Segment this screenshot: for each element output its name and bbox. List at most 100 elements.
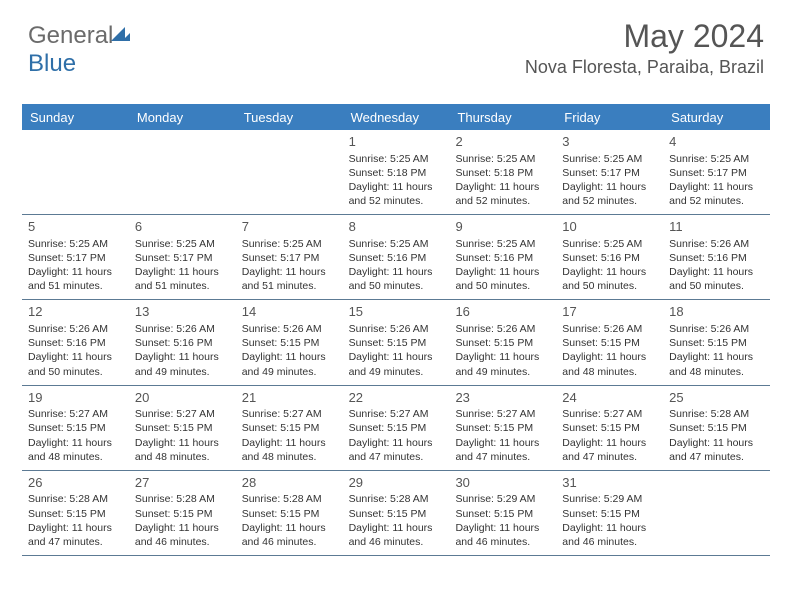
sunrise-text: Sunrise: 5:28 AM: [28, 492, 123, 506]
sunrise-text: Sunrise: 5:25 AM: [562, 152, 657, 166]
calendar-week: 26Sunrise: 5:28 AMSunset: 5:15 PMDayligh…: [22, 471, 770, 556]
sunset-text: Sunset: 5:17 PM: [242, 251, 337, 265]
calendar-day: 19Sunrise: 5:27 AMSunset: 5:15 PMDayligh…: [22, 386, 129, 470]
calendar-day: 31Sunrise: 5:29 AMSunset: 5:15 PMDayligh…: [556, 471, 663, 555]
sunrise-text: Sunrise: 5:26 AM: [349, 322, 444, 336]
daylight-text: Daylight: 11 hours: [28, 265, 123, 279]
sunrise-text: Sunrise: 5:26 AM: [669, 322, 764, 336]
calendar-day: 23Sunrise: 5:27 AMSunset: 5:15 PMDayligh…: [449, 386, 556, 470]
day-header: Thursday: [449, 106, 556, 130]
calendar-day: 18Sunrise: 5:26 AMSunset: 5:15 PMDayligh…: [663, 300, 770, 384]
day-number: 26: [28, 474, 123, 492]
daylight-text: and 50 minutes.: [455, 279, 550, 293]
day-number: 22: [349, 389, 444, 407]
sunrise-text: Sunrise: 5:28 AM: [349, 492, 444, 506]
day-number: 13: [135, 303, 230, 321]
sunset-text: Sunset: 5:17 PM: [135, 251, 230, 265]
daylight-text: and 52 minutes.: [562, 194, 657, 208]
daylight-text: Daylight: 11 hours: [562, 436, 657, 450]
sunrise-text: Sunrise: 5:27 AM: [562, 407, 657, 421]
sunrise-text: Sunrise: 5:26 AM: [135, 322, 230, 336]
sunset-text: Sunset: 5:15 PM: [455, 336, 550, 350]
sunrise-text: Sunrise: 5:29 AM: [562, 492, 657, 506]
daylight-text: and 49 minutes.: [455, 365, 550, 379]
day-number: 19: [28, 389, 123, 407]
sunrise-text: Sunrise: 5:25 AM: [455, 237, 550, 251]
calendar-week: 5Sunrise: 5:25 AMSunset: 5:17 PMDaylight…: [22, 215, 770, 300]
day-number: 6: [135, 218, 230, 236]
daylight-text: Daylight: 11 hours: [28, 350, 123, 364]
sunrise-text: Sunrise: 5:28 AM: [135, 492, 230, 506]
daylight-text: Daylight: 11 hours: [135, 521, 230, 535]
sunset-text: Sunset: 5:15 PM: [28, 421, 123, 435]
daylight-text: and 49 minutes.: [135, 365, 230, 379]
month-title: May 2024: [525, 18, 764, 55]
sunset-text: Sunset: 5:16 PM: [28, 336, 123, 350]
daylight-text: Daylight: 11 hours: [562, 265, 657, 279]
calendar-day-empty: [236, 130, 343, 214]
calendar-day: 3Sunrise: 5:25 AMSunset: 5:17 PMDaylight…: [556, 130, 663, 214]
daylight-text: and 47 minutes.: [28, 535, 123, 549]
calendar: SundayMondayTuesdayWednesdayThursdayFrid…: [22, 104, 770, 556]
calendar-day: 25Sunrise: 5:28 AMSunset: 5:15 PMDayligh…: [663, 386, 770, 470]
logo: General Blue: [28, 22, 130, 78]
daylight-text: and 48 minutes.: [242, 450, 337, 464]
calendar-day: 24Sunrise: 5:27 AMSunset: 5:15 PMDayligh…: [556, 386, 663, 470]
daylight-text: Daylight: 11 hours: [455, 350, 550, 364]
day-number: 27: [135, 474, 230, 492]
day-number: 9: [455, 218, 550, 236]
sunset-text: Sunset: 5:18 PM: [455, 166, 550, 180]
calendar-day: 15Sunrise: 5:26 AMSunset: 5:15 PMDayligh…: [343, 300, 450, 384]
day-number: 16: [455, 303, 550, 321]
daylight-text: Daylight: 11 hours: [455, 180, 550, 194]
daylight-text: and 47 minutes.: [669, 450, 764, 464]
daylight-text: and 48 minutes.: [669, 365, 764, 379]
calendar-day: 6Sunrise: 5:25 AMSunset: 5:17 PMDaylight…: [129, 215, 236, 299]
day-number: 2: [455, 133, 550, 151]
day-number: 15: [349, 303, 444, 321]
calendar-day: 7Sunrise: 5:25 AMSunset: 5:17 PMDaylight…: [236, 215, 343, 299]
daylight-text: Daylight: 11 hours: [562, 350, 657, 364]
logo-part2: Blue: [28, 50, 76, 77]
calendar-day-empty: [663, 471, 770, 555]
daylight-text: Daylight: 11 hours: [349, 436, 444, 450]
calendar-day: 21Sunrise: 5:27 AMSunset: 5:15 PMDayligh…: [236, 386, 343, 470]
sunrise-text: Sunrise: 5:26 AM: [28, 322, 123, 336]
sunset-text: Sunset: 5:15 PM: [349, 421, 444, 435]
daylight-text: Daylight: 11 hours: [349, 350, 444, 364]
sunset-text: Sunset: 5:17 PM: [28, 251, 123, 265]
day-number: 20: [135, 389, 230, 407]
daylight-text: Daylight: 11 hours: [242, 265, 337, 279]
calendar-header-row: SundayMondayTuesdayWednesdayThursdayFrid…: [22, 106, 770, 130]
sunrise-text: Sunrise: 5:25 AM: [562, 237, 657, 251]
daylight-text: and 51 minutes.: [28, 279, 123, 293]
sunrise-text: Sunrise: 5:27 AM: [242, 407, 337, 421]
daylight-text: and 47 minutes.: [349, 450, 444, 464]
calendar-day-empty: [22, 130, 129, 214]
sunset-text: Sunset: 5:16 PM: [455, 251, 550, 265]
daylight-text: Daylight: 11 hours: [28, 521, 123, 535]
calendar-day: 28Sunrise: 5:28 AMSunset: 5:15 PMDayligh…: [236, 471, 343, 555]
day-header: Saturday: [663, 106, 770, 130]
calendar-day: 11Sunrise: 5:26 AMSunset: 5:16 PMDayligh…: [663, 215, 770, 299]
daylight-text: Daylight: 11 hours: [455, 265, 550, 279]
day-number: 4: [669, 133, 764, 151]
sunset-text: Sunset: 5:15 PM: [669, 336, 764, 350]
sunset-text: Sunset: 5:15 PM: [562, 336, 657, 350]
daylight-text: and 52 minutes.: [455, 194, 550, 208]
daylight-text: and 49 minutes.: [349, 365, 444, 379]
sunrise-text: Sunrise: 5:26 AM: [242, 322, 337, 336]
daylight-text: and 50 minutes.: [669, 279, 764, 293]
daylight-text: Daylight: 11 hours: [349, 265, 444, 279]
calendar-day: 30Sunrise: 5:29 AMSunset: 5:15 PMDayligh…: [449, 471, 556, 555]
day-number: 31: [562, 474, 657, 492]
daylight-text: and 49 minutes.: [242, 365, 337, 379]
day-header: Friday: [556, 106, 663, 130]
calendar-week: 1Sunrise: 5:25 AMSunset: 5:18 PMDaylight…: [22, 130, 770, 215]
day-number: 28: [242, 474, 337, 492]
daylight-text: and 46 minutes.: [455, 535, 550, 549]
daylight-text: Daylight: 11 hours: [349, 521, 444, 535]
location: Nova Floresta, Paraiba, Brazil: [525, 57, 764, 78]
sunrise-text: Sunrise: 5:29 AM: [455, 492, 550, 506]
sunrise-text: Sunrise: 5:25 AM: [669, 152, 764, 166]
